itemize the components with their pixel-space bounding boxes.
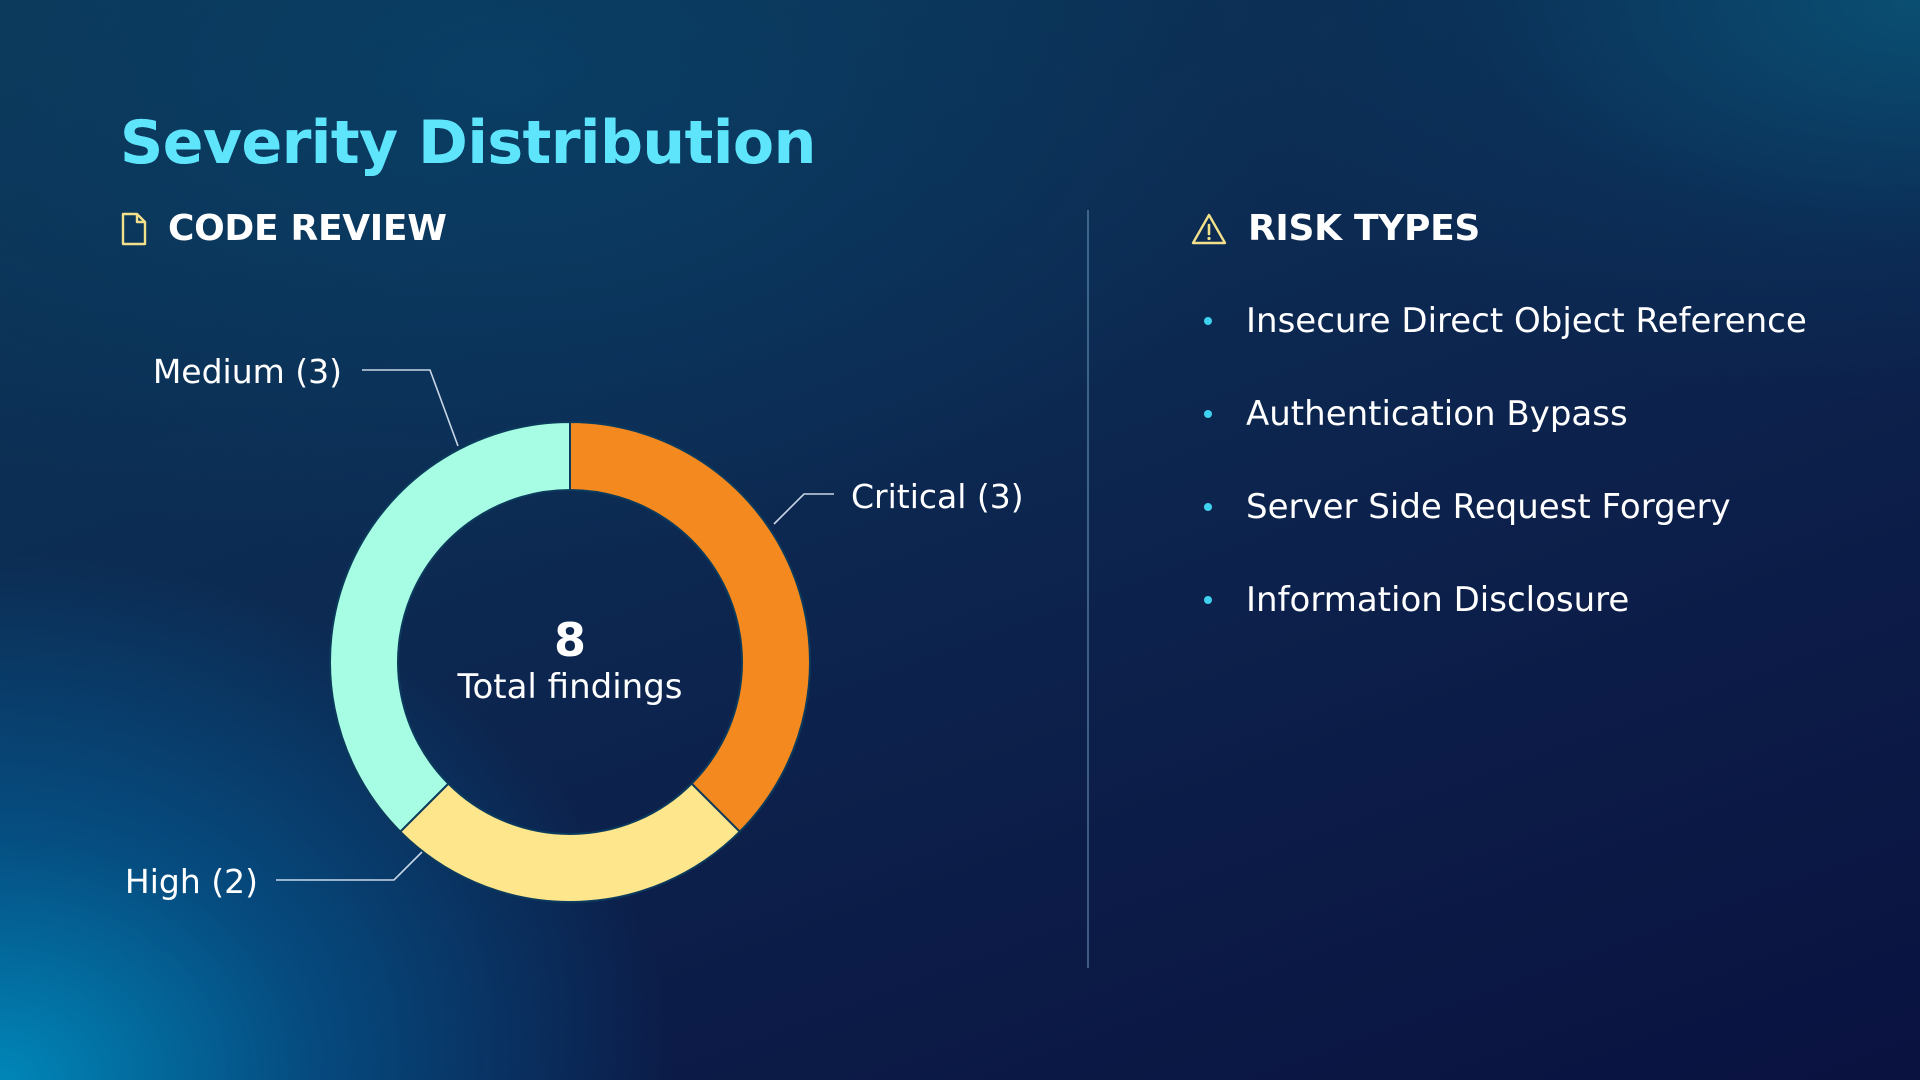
bullet-dot xyxy=(1204,596,1212,604)
leader-line-high xyxy=(276,851,423,881)
column-divider xyxy=(1087,210,1089,968)
leader-line-critical xyxy=(773,493,834,525)
bullet-dot xyxy=(1204,503,1212,511)
donut-slice-critical xyxy=(569,420,811,834)
center-value: 8 xyxy=(554,613,586,667)
code-review-heading-text: CODE REVIEW xyxy=(168,208,447,249)
bullet-dot xyxy=(1204,317,1212,325)
risk-type-label: Authentication Bypass xyxy=(1246,394,1628,434)
risk-types-list: Insecure Direct Object Reference Authent… xyxy=(1200,296,1807,668)
code-review-heading: CODE REVIEW xyxy=(120,208,447,249)
center-label: Total findings xyxy=(456,667,682,707)
leader-line-medium xyxy=(362,369,459,447)
donut-slice-high xyxy=(398,782,742,904)
risk-types-heading-text: RISK TYPES xyxy=(1248,208,1481,249)
risk-type-label: Insecure Direct Object Reference xyxy=(1246,301,1807,341)
slice-label-high: High (2) xyxy=(125,862,258,901)
list-item: Authentication Bypass xyxy=(1200,389,1807,482)
list-item: Information Disclosure xyxy=(1200,575,1807,668)
risk-type-label: Server Side Request Forgery xyxy=(1246,487,1731,527)
severity-donut-chart: Critical (3) High (2) Medium (3) 8 Total f… xyxy=(125,352,1024,904)
warning-icon xyxy=(1191,213,1227,244)
slice-label-medium: Medium (3) xyxy=(153,352,342,391)
donut-svg: Critical (3) High (2) Medium (3) 8 Total f… xyxy=(125,352,1024,904)
risk-type-label: Information Disclosure xyxy=(1246,580,1630,620)
donut-slice-medium xyxy=(329,420,571,834)
slide-title: Severity Distribution xyxy=(120,108,816,178)
bullet-dot xyxy=(1204,410,1212,418)
list-item: Insecure Direct Object Reference xyxy=(1200,296,1807,389)
risk-types-heading: RISK TYPES xyxy=(1190,208,1480,249)
document-icon xyxy=(121,212,147,245)
list-item: Server Side Request Forgery xyxy=(1200,482,1807,575)
slice-label-critical: Critical (3) xyxy=(851,477,1024,516)
